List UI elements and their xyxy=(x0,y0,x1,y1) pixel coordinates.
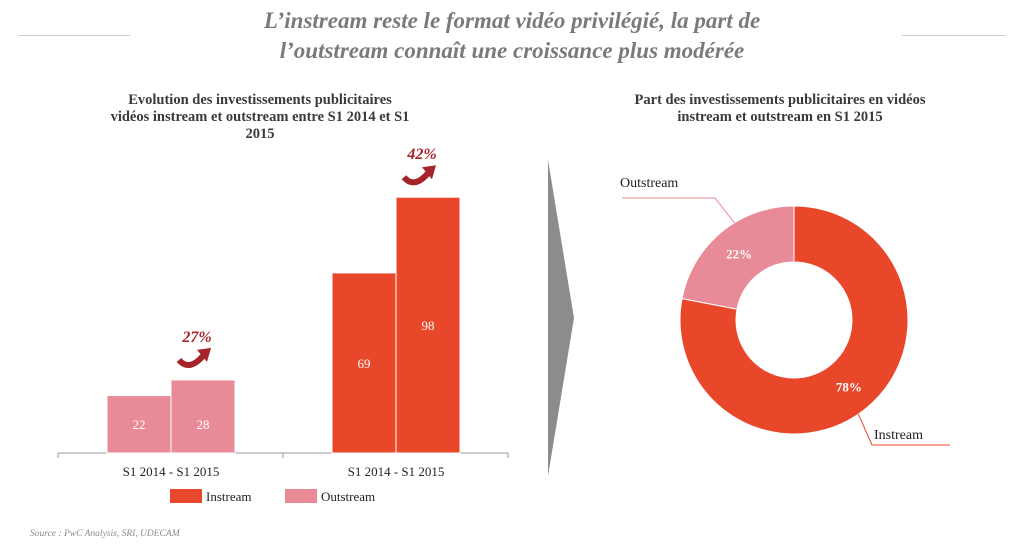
x-category-label: S1 2014 - S1 2015 xyxy=(123,464,220,479)
legend-swatch-outstream xyxy=(285,489,317,503)
page-title-line-2: l’outstream connaît une croissance plus … xyxy=(279,38,745,63)
donut-chart-title: Part des investissements publicitaires e… xyxy=(560,92,1000,126)
bar-instream xyxy=(331,272,397,454)
title-rule-left xyxy=(18,35,130,36)
chart-divider-arrow xyxy=(548,160,574,476)
donut-slice-outstream xyxy=(681,205,795,310)
bar-data-label: 22 xyxy=(133,417,146,432)
donut-slice-label: 22% xyxy=(726,247,752,262)
donut-slice-instream xyxy=(679,205,909,435)
donut-chart-title-line-2: instream et outstream en S1 2015 xyxy=(677,109,883,125)
bar-data-label: 28 xyxy=(197,417,210,432)
legend-label-instream: Instream xyxy=(206,489,251,504)
bar-instream xyxy=(395,196,461,454)
callout-line-outstream xyxy=(622,197,735,224)
donut-chart: 78% 22% Outstream Instream xyxy=(620,176,950,446)
source-note: Source : PwC Analysis, SRI, UDECAM xyxy=(30,529,180,539)
legend-label-outstream: Outstream xyxy=(321,489,375,504)
bar-chart-title-line-3: 2015 xyxy=(245,126,275,142)
growth-label: 27% xyxy=(181,329,211,346)
callout-line-instream xyxy=(857,413,950,446)
callout-label-instream: Instream xyxy=(874,428,923,443)
donut-slice-label: 78% xyxy=(836,379,862,394)
bar-outstream xyxy=(106,395,172,454)
bar-data-label: 98 xyxy=(422,318,435,333)
donut-chart-title-line-1: Part des investissements publicitaires e… xyxy=(634,92,926,108)
bar-chart-title: Evolution des investissements publicitai… xyxy=(28,92,492,143)
page-title: L’instream reste le format vidéo privilé… xyxy=(0,6,1024,66)
growth-label: 42% xyxy=(406,146,436,163)
legend-swatch-instream xyxy=(170,489,202,503)
growth-arrow-icon xyxy=(176,353,206,368)
bar-chart: 22 28 S1 2014 - S1 2015 27% 69 98 S1 2014 - S1… xyxy=(57,146,509,504)
callout-label-outstream: Outstream xyxy=(620,176,678,191)
page-title-line-1: L’instream reste le format vidéo privilé… xyxy=(263,8,761,33)
bar-outstream xyxy=(170,379,236,454)
growth-arrow-head-icon xyxy=(197,347,211,362)
growth-arrow-icon xyxy=(401,171,431,186)
title-rule-right xyxy=(902,35,1006,36)
bar-chart-title-line-1: Evolution des investissements publicitai… xyxy=(128,92,392,108)
growth-arrow-head-icon xyxy=(422,165,436,180)
bar-data-label: 69 xyxy=(358,356,371,371)
x-category-label: S1 2014 - S1 2015 xyxy=(348,464,445,479)
bar-chart-title-line-2: vidéos instream et outstream entre S1 20… xyxy=(110,109,410,125)
